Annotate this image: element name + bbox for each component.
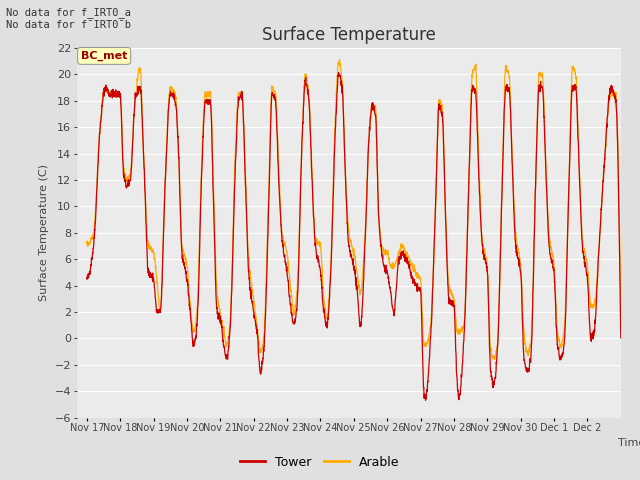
Y-axis label: Surface Temperature (C): Surface Temperature (C): [39, 164, 49, 301]
Legend: Tower, Arable: Tower, Arable: [236, 451, 404, 474]
Text: No data for f_IRT0_a: No data for f_IRT0_a: [6, 7, 131, 18]
Text: No data for f¯IRT0¯b: No data for f¯IRT0¯b: [6, 20, 131, 30]
Title: Surface Temperature: Surface Temperature: [262, 25, 436, 44]
Text: BC_met: BC_met: [81, 51, 127, 61]
X-axis label: Time: Time: [618, 438, 640, 448]
